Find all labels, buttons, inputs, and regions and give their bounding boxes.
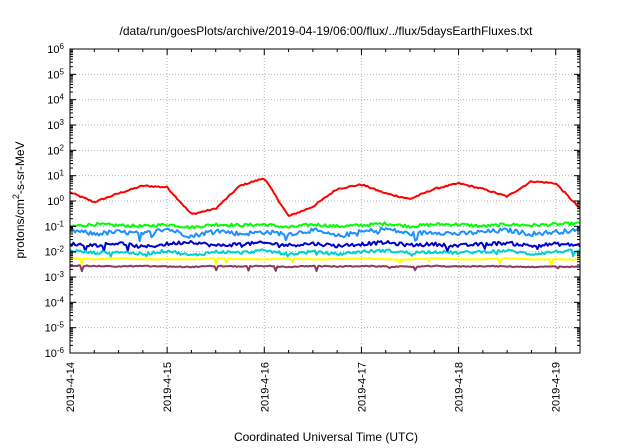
y-tick-label: 10-4: [45, 295, 65, 310]
y-tick-label: 10-6: [45, 346, 65, 361]
y-tick-exponent: -6: [57, 346, 65, 355]
y-tick-label: 106: [47, 42, 64, 57]
series-line: [69, 177, 581, 217]
x-tick-labels: 2019-4-14 2019-4-15 2019-4-16 2019-4-17 2019…: [65, 362, 563, 412]
y-tick-exponent: 4: [60, 92, 65, 101]
x-axis-label: Coordinated Universal Time (UTC): [234, 430, 418, 444]
y-tick-exponent: 1: [60, 168, 65, 177]
y-tick-label: 10-1: [45, 219, 65, 234]
x-tick-label: 2019-4-18: [454, 362, 466, 412]
y-tick-label: 104: [47, 92, 64, 107]
chart-title: /data/run/goesPlots/archive/2019-04-19/0…: [120, 24, 534, 38]
series-line: [69, 226, 581, 243]
x-tick-label: 2019-4-15: [162, 362, 174, 412]
y-tick-label: 102: [47, 143, 64, 158]
x-tick-label: 2019-4-14: [65, 362, 77, 412]
y-tick-label: 103: [47, 118, 64, 133]
x-tick-label: 2019-4-16: [259, 362, 271, 412]
y-tick-exponent: 2: [60, 143, 65, 152]
y-tick-exponent: 6: [60, 42, 65, 51]
series-line: [69, 240, 581, 253]
x-tick-label: 2019-4-17: [356, 362, 368, 412]
y-tick-labels: 10-610-510-410-310-210-11001011021031041…: [45, 42, 65, 361]
y-tick-exponent: -3: [57, 270, 65, 279]
y-tick-label: 10-2: [45, 244, 65, 259]
series-layer: [69, 177, 581, 273]
y-tick-exponent: -1: [57, 219, 65, 228]
series-line: [69, 256, 581, 267]
series-line: [69, 221, 581, 230]
y-tick-label: 10-5: [45, 320, 65, 335]
series-line: [69, 248, 581, 258]
grid: [70, 49, 580, 353]
y-tick-label: 101: [47, 168, 64, 183]
ticks: [69, 48, 580, 354]
y-tick-label: 105: [47, 67, 64, 82]
y-tick-exponent: 3: [60, 118, 65, 127]
y-tick-label: 10-3: [45, 270, 65, 285]
y-tick-exponent: -2: [57, 244, 65, 253]
y-tick-exponent: -4: [57, 295, 65, 304]
y-tick-exponent: 0: [60, 194, 65, 203]
y-tick-exponent: -5: [57, 320, 65, 329]
y-tick-exponent: 5: [60, 67, 65, 76]
series-line: [69, 264, 581, 273]
x-tick-label: 2019-4-19: [551, 362, 563, 412]
y-tick-label: 100: [47, 194, 64, 209]
y-axis-label: protons/cm2-s-sr-MeV: [11, 141, 27, 258]
